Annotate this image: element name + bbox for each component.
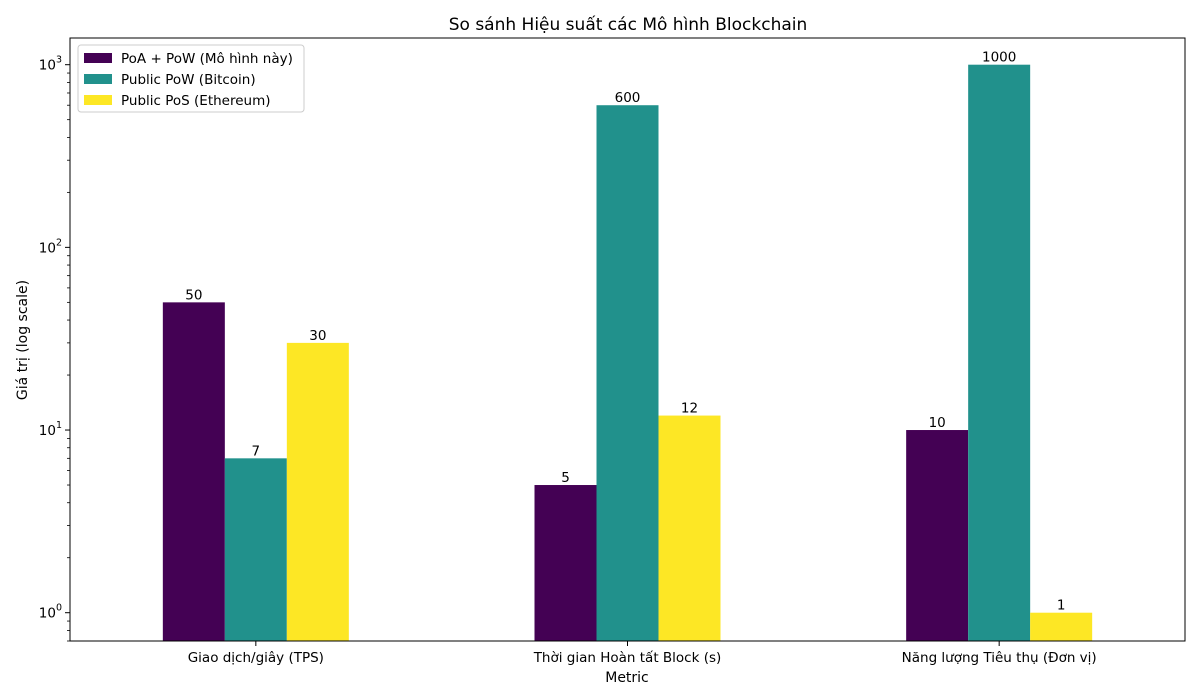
bar-value-label: 7 [252,443,261,459]
chart-title: So sánh Hiệu suất các Mô hình Blockchain [449,14,808,35]
bar-1-2 [224,458,287,641]
bar-value-label: 10 [929,415,946,431]
bar-value-label: 1 [1057,598,1066,614]
plot-area: 50 7 30 5 600 12 10 1000 1 [162,50,1093,642]
legend-swatch [84,95,112,105]
x-axis-label: Metric [605,670,649,686]
bar-value-label: 30 [309,328,326,344]
bar-3-1 [906,430,969,641]
y-tick-label: 101 [39,420,62,439]
y-tick-label: 103 [39,55,62,74]
bar-value-label: 5 [561,470,570,486]
bar-1-3 [286,342,349,641]
bar-1-1 [162,302,225,641]
bar-3-2 [968,64,1031,642]
axes: Giao dịch/giây (TPS) Thời gian Hoàn tất B… [39,55,1097,666]
bar-value-label: 50 [185,287,202,303]
legend: PoA + PoW (Mô hình này) Public PoW (Bitco… [77,44,305,113]
y-tick-label: 102 [39,237,62,256]
bar-3-3 [1030,612,1093,641]
x-tick-label: Giao dịch/giây (TPS) [188,650,324,666]
bar-2-1 [534,485,597,641]
x-tick-label: Thời gian Hoàn tất Block (s) [533,650,722,666]
legend-swatch [84,74,112,84]
bar-2-2 [596,105,659,642]
legend-entry: Public PoW (Bitcoin) [121,72,256,88]
legend-entry: Public PoS (Ethereum) [121,93,271,109]
y-tick-label: 100 [39,603,62,622]
x-tick-label: Năng lượng Tiêu thụ (Đơn vị) [902,650,1097,666]
y-axis-label: Giá trị (log scale) [15,280,31,400]
bar-value-label: 600 [615,90,641,106]
bar-value-label: 1000 [982,50,1016,66]
legend-swatch [84,53,112,63]
bar-2-3 [658,415,721,641]
legend-entry: PoA + PoW (Mô hình này) [121,51,293,67]
bar-value-label: 12 [681,401,698,417]
legend-box [77,44,305,113]
